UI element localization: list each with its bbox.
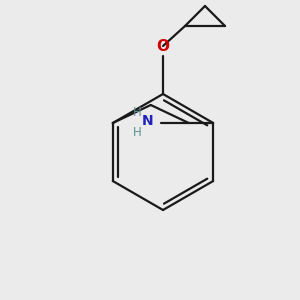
Text: H: H [133, 106, 142, 119]
Text: H: H [133, 127, 142, 140]
Text: N: N [141, 114, 153, 128]
Text: O: O [157, 39, 169, 54]
